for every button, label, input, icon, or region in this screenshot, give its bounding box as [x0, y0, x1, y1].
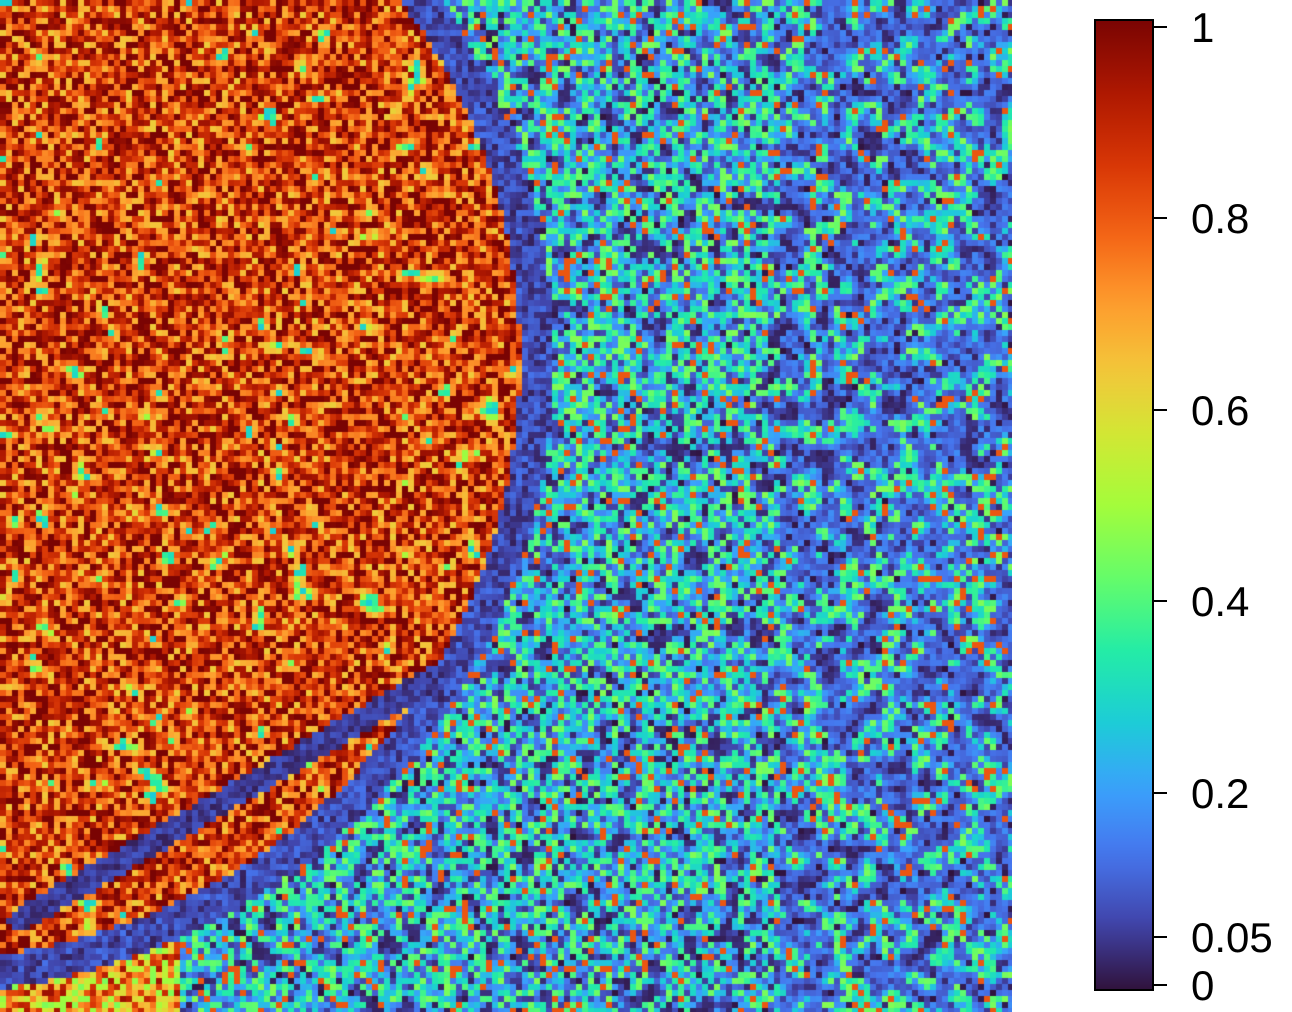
- colorbar: 1 0.8 0.6 0.4 0.2 0.050: [1094, 4, 1273, 1009]
- colorbar-gradient: [1094, 19, 1154, 991]
- colorbar-tick-label-6: 0: [1191, 962, 1214, 1009]
- heatmap-area: [0, 0, 1012, 1012]
- colorbar-tick-label-3: 0.4: [1191, 578, 1249, 625]
- colorbar-tick-label-2: 0.6: [1191, 387, 1249, 434]
- colorbar-tick-label-1: 0.8: [1191, 195, 1249, 242]
- colorbar-tick-label-5: 0.05: [1191, 914, 1273, 961]
- colorbar-ticks: 1 0.8 0.6 0.4 0.2 0.050: [1153, 4, 1273, 1009]
- heatmap-image: [0, 0, 1012, 1012]
- colorbar-tick-label-4: 0.2: [1191, 770, 1249, 817]
- colorbar-tick-label-0: 1: [1191, 4, 1214, 51]
